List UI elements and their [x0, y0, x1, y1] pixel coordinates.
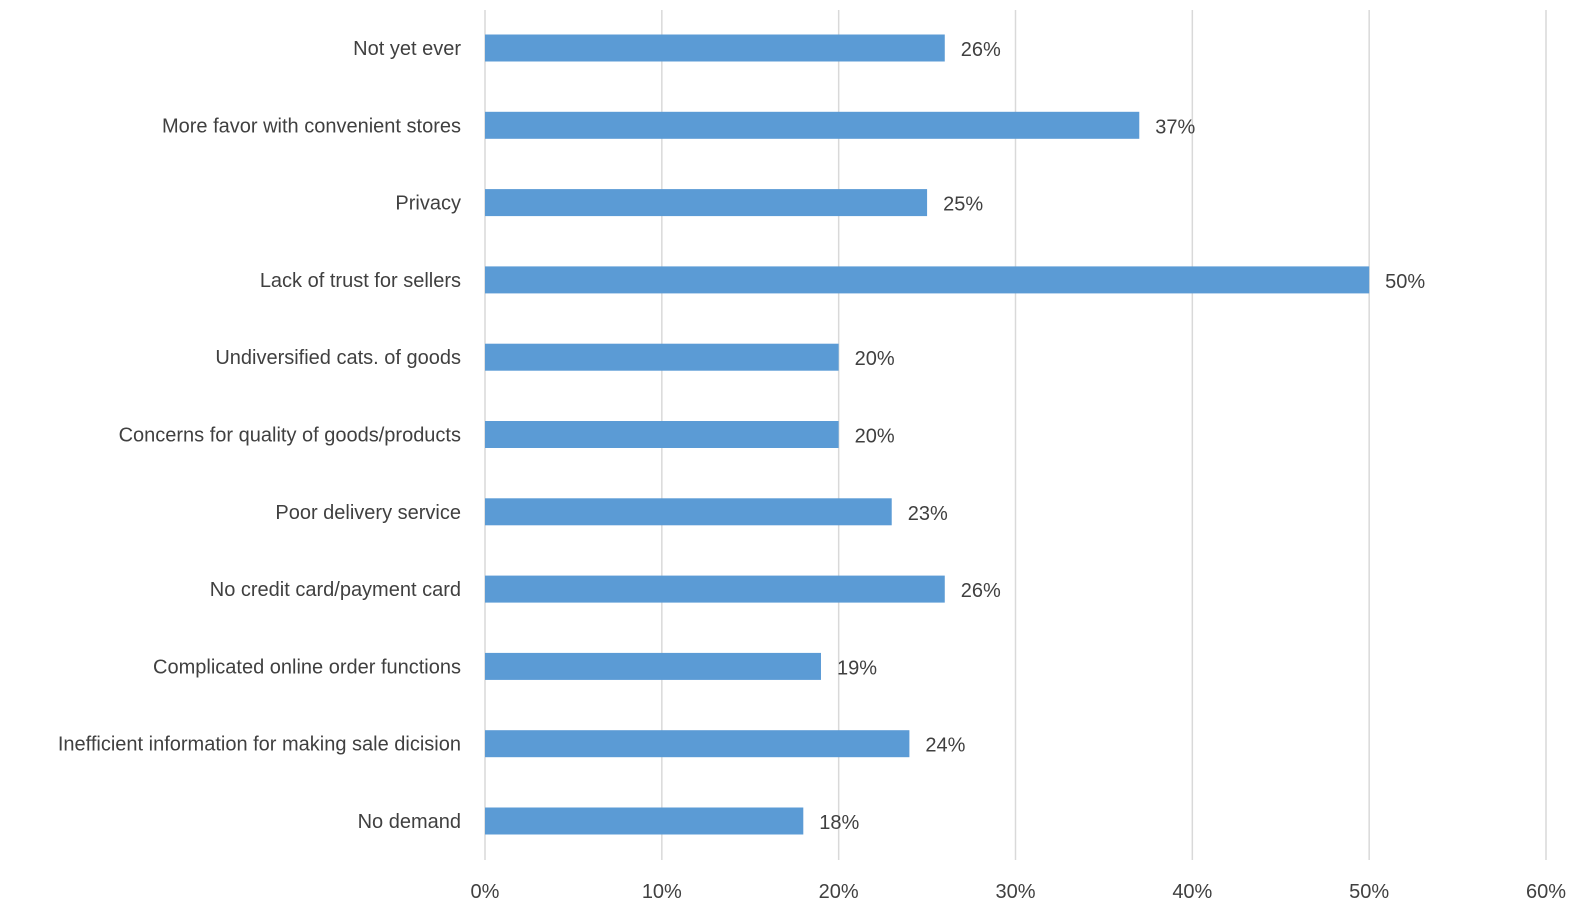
- x-tick-label-6: 60%: [1526, 881, 1566, 903]
- data-label-1: 37%: [1155, 116, 1195, 138]
- bar-9: [485, 730, 910, 758]
- bar-10: [485, 807, 804, 835]
- data-label-6: 23%: [908, 503, 948, 525]
- x-tick-label-3: 30%: [995, 881, 1035, 903]
- bar-7: [485, 575, 945, 603]
- category-label-8: Complicated online order functions: [153, 656, 461, 678]
- category-label-2: Privacy: [395, 193, 461, 215]
- category-label-3: Lack of trust for sellers: [260, 270, 461, 292]
- x-tick-label-2: 20%: [819, 881, 859, 903]
- bar-4: [485, 343, 839, 371]
- bar-5: [485, 421, 839, 448]
- gridlines: [484, 10, 1547, 860]
- category-label-9: Inefficient information for making sale …: [58, 734, 461, 756]
- data-label-5: 20%: [855, 426, 895, 448]
- category-label-0: Not yet ever: [353, 38, 461, 60]
- bar-3: [485, 266, 1370, 294]
- data-labels: 26% 37% 25% 50% 20% 20% 23% 26% 19% 24% 18%: [819, 39, 1425, 834]
- data-label-8: 19%: [837, 657, 877, 679]
- category-label-10: No demand: [358, 811, 461, 833]
- bar-8: [485, 652, 821, 680]
- bar-6: [485, 498, 892, 526]
- x-tick-label-4: 40%: [1172, 881, 1212, 903]
- data-label-0: 26%: [961, 39, 1001, 61]
- category-label-4: Undiversified cats. of goods: [215, 347, 461, 369]
- category-label-7: No credit card/payment card: [210, 579, 461, 601]
- bar-2: [485, 189, 928, 217]
- category-label-5: Concerns for quality of goods/products: [119, 425, 461, 447]
- x-axis-tick-labels: 0% 10% 20% 30% 40% 50% 60%: [471, 881, 1567, 903]
- data-label-7: 26%: [961, 580, 1001, 602]
- bars: [485, 34, 1370, 835]
- data-label-10: 18%: [819, 812, 859, 834]
- x-tick-label-0: 0%: [471, 881, 500, 903]
- data-label-2: 25%: [943, 194, 983, 216]
- x-tick-label-1: 10%: [642, 881, 682, 903]
- data-label-4: 20%: [855, 348, 895, 370]
- data-label-9: 24%: [925, 735, 965, 757]
- bar-1: [485, 111, 1140, 139]
- bar-0: [485, 34, 945, 62]
- x-tick-label-5: 50%: [1349, 881, 1389, 903]
- category-label-6: Poor delivery service: [275, 502, 461, 524]
- category-labels: Not yet ever More favor with convenient s…: [58, 38, 462, 833]
- category-label-1: More favor with convenient stores: [162, 115, 461, 137]
- data-label-3: 50%: [1385, 271, 1425, 293]
